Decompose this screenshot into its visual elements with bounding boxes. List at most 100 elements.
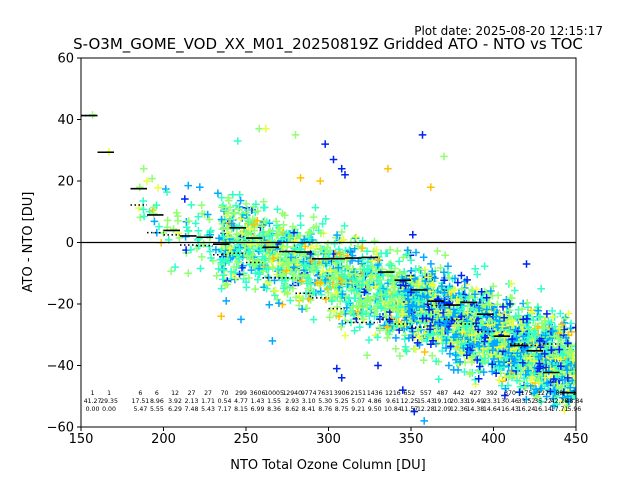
scatter-point (230, 263, 238, 271)
scatter-point (281, 287, 289, 296)
scatter-point (265, 300, 274, 309)
scatter-point (437, 283, 445, 291)
bin-annotation: 17.51 (132, 398, 150, 405)
bin-annotation: 299 (235, 390, 247, 397)
y-tick-label: 0 (66, 236, 74, 251)
scatter-point (360, 265, 368, 274)
scatter-point (564, 309, 573, 318)
bin-annotation: 29.35 (100, 398, 118, 405)
scatter-point (233, 234, 242, 243)
bin-annotation: 41.27 (84, 398, 102, 405)
scatter-point (333, 293, 342, 301)
scatter-point (370, 237, 379, 246)
scatter-point (329, 273, 337, 282)
x-tick-label: 350 (399, 432, 424, 447)
scatter-point (338, 290, 347, 298)
scatter-point (343, 303, 351, 312)
scatter-point (271, 286, 280, 295)
scatter-point (262, 284, 271, 293)
scatter-point (358, 310, 366, 319)
scatter-point (529, 316, 538, 324)
scatter-point (349, 275, 357, 283)
y-tick-label: 20 (57, 175, 74, 190)
bin-annotation: 48.84 (565, 398, 583, 405)
scatter-point (306, 234, 314, 242)
scatter-point (386, 245, 394, 254)
chart-title: S-O3M_GOME_VOD_XX_M01_20250819Z Gridded … (73, 35, 583, 54)
scatter-point (276, 227, 284, 236)
scatter-point (349, 279, 358, 288)
scatter-point (395, 257, 403, 266)
bin-annotation: 5.30 (318, 398, 332, 405)
scatter-point (368, 271, 376, 279)
scatter-point (307, 284, 316, 293)
scatter-point (235, 270, 244, 279)
scatter-point (218, 225, 226, 234)
bin-annotation: 12.36 (450, 406, 468, 413)
scatter-point (387, 295, 396, 303)
bin-annotation: 1.43 (251, 398, 265, 405)
scatter-point (471, 376, 480, 384)
bin-annotation: 35.22 (534, 398, 552, 405)
scatter-point (382, 312, 390, 320)
scatter-point (368, 257, 376, 265)
scatter-point (563, 401, 571, 409)
scatter-point (323, 255, 331, 264)
scatter-point (352, 302, 361, 310)
scatter-point (338, 228, 346, 236)
bin-annotation: 3.92 (168, 398, 182, 405)
scatter-point (444, 262, 452, 270)
scatter-point (350, 326, 359, 335)
scatter-point (263, 272, 272, 280)
scatter-point (245, 217, 253, 226)
scatter-point (273, 295, 282, 304)
scatter-point (224, 194, 233, 202)
scatter-point (246, 240, 255, 249)
scatter-point (548, 307, 556, 315)
scatter-point (332, 280, 341, 289)
scatter-point (393, 291, 402, 299)
scatter-point (396, 269, 404, 278)
bin-annotation: 370 (504, 390, 516, 397)
scatter-point (335, 250, 344, 258)
bin-annotation: 0.00 (102, 406, 116, 413)
scatter-point (252, 200, 260, 208)
scatter-point (296, 212, 305, 220)
scatter-point (438, 339, 447, 348)
scatter-point (260, 216, 269, 225)
scatter-point (330, 240, 339, 248)
bin-annotation: 1 (107, 390, 111, 397)
bin-annotation: 4.77 (234, 398, 248, 405)
scatter-point (278, 276, 286, 285)
x-tick-label: 450 (564, 432, 589, 447)
scatter-point (289, 284, 297, 293)
scatter-point (298, 305, 306, 313)
scatter-point (322, 277, 330, 285)
scatter-point (267, 245, 276, 253)
bin-annotation: 127 (537, 390, 549, 397)
bin-annotation: 6.99 (251, 406, 265, 413)
scatter-point (304, 274, 312, 283)
scatter-point (556, 309, 565, 318)
scatter-point (299, 257, 308, 266)
bin-annotation: 8.41 (302, 406, 316, 413)
bin-annotation: 23.31 (483, 398, 501, 405)
scatter-point (272, 217, 280, 226)
scatter-point (541, 320, 550, 328)
scatter-point (341, 331, 349, 340)
scatter-point (507, 315, 516, 324)
scatter-point (239, 271, 248, 279)
scatter-point (489, 282, 498, 291)
scatter-point (354, 242, 362, 251)
scatter-point (513, 376, 521, 385)
scatter-point (272, 231, 281, 240)
scatter-point (413, 339, 422, 347)
bin-annotation: 442 (453, 390, 465, 397)
bin-annotation: 9.21 (351, 406, 365, 413)
scatter-point (244, 229, 253, 237)
scatter-point (246, 224, 255, 233)
bin-annotation: 7.17 (218, 406, 232, 413)
scatter-point (340, 256, 348, 264)
scatter-point (333, 231, 341, 239)
scatter-point (388, 278, 397, 286)
